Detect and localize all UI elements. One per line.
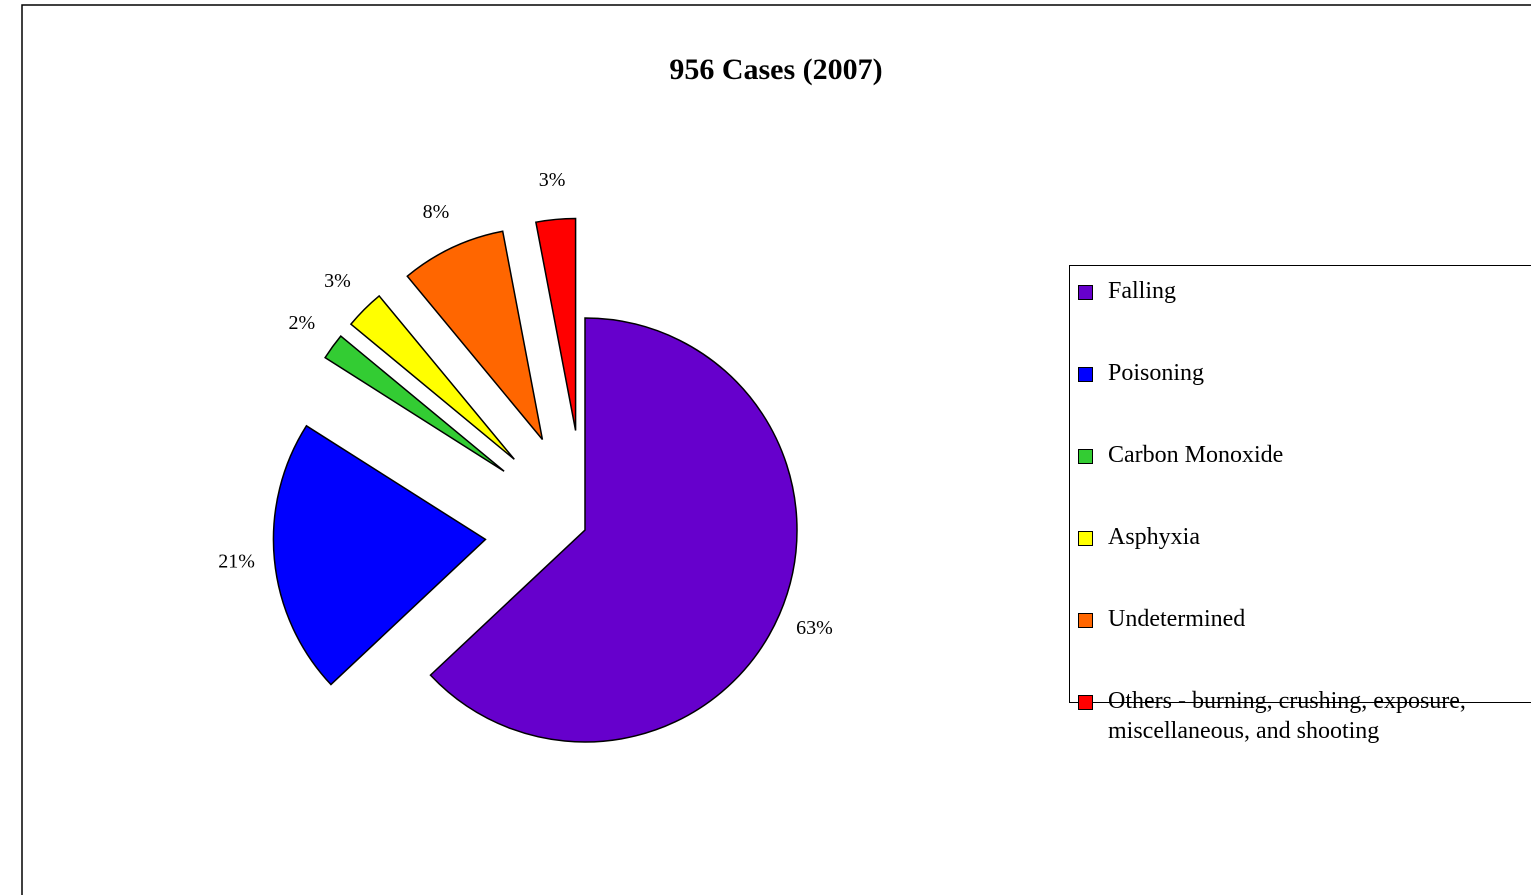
chart-title: 956 Cases (2007) <box>669 53 882 86</box>
data-label: 21% <box>218 551 255 573</box>
legend-swatch <box>1078 285 1093 300</box>
legend-swatch <box>1078 449 1093 464</box>
pie-slice <box>534 217 577 431</box>
pie-slice <box>429 317 798 743</box>
data-label: 3% <box>539 169 566 191</box>
legend-entry: Others - burning, crushing, exposure, mi… <box>1078 686 1528 746</box>
legend-label: Others - burning, crushing, exposure, mi… <box>1108 688 1466 744</box>
legend-label: Falling <box>1108 278 1177 304</box>
legend-swatch <box>1078 367 1093 382</box>
pie-slice <box>406 230 544 440</box>
pie-slice <box>349 294 515 460</box>
legend-entry: Asphyxia <box>1078 522 1528 552</box>
data-label: 3% <box>324 270 351 292</box>
legend-label: Undetermined <box>1108 606 1246 632</box>
data-label: 63% <box>796 617 833 639</box>
legend-swatch <box>1078 695 1093 710</box>
legend-label: Poisoning <box>1108 360 1205 386</box>
legend-entry: Carbon Monoxide <box>1078 440 1528 470</box>
legend-label: Carbon Monoxide <box>1108 442 1284 468</box>
data-label: 2% <box>289 312 316 334</box>
data-label: 8% <box>423 201 450 223</box>
legend-label: Asphyxia <box>1108 524 1200 550</box>
pie-slice <box>324 335 505 472</box>
legend-swatch <box>1078 613 1093 628</box>
legend: Falling Poisoning Carbon Monoxide Asphyxia U… <box>1069 265 1531 744</box>
legend-entry: Falling <box>1078 276 1528 306</box>
pie-slice <box>272 424 487 686</box>
legend-entry: Poisoning <box>1078 358 1528 388</box>
legend-entry: Undetermined <box>1078 604 1528 634</box>
legend-swatch <box>1078 531 1093 546</box>
